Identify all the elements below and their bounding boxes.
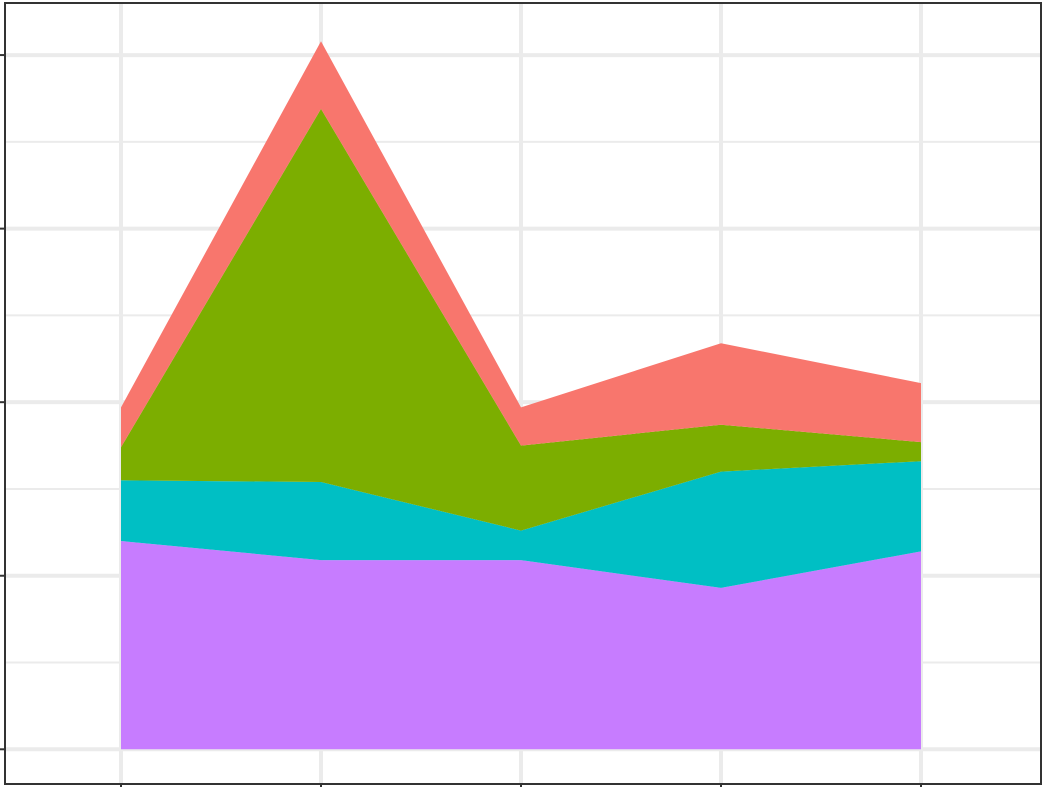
area [121,541,921,750]
panel-border [4,2,1042,785]
area [121,108,921,531]
area [121,41,921,448]
area [121,461,921,588]
